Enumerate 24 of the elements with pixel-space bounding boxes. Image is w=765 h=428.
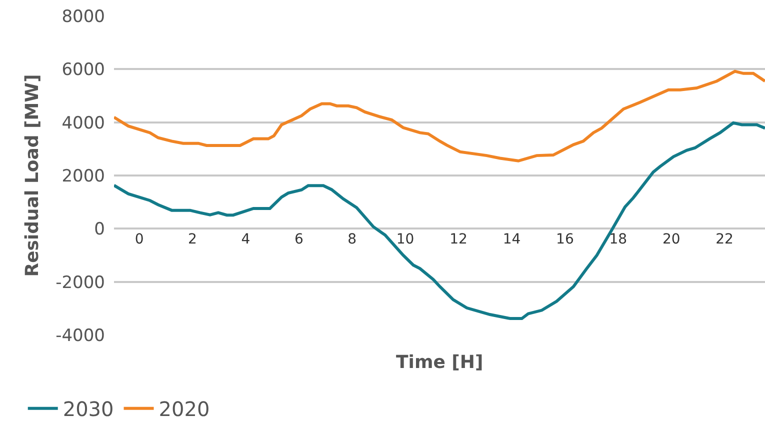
x-tick-label: 0 — [134, 232, 144, 248]
y-tick-label: -2000 — [56, 272, 105, 293]
y-tick-label: 6000 — [62, 60, 105, 80]
x-tick-label: 14 — [502, 232, 521, 248]
line-series — [114, 121, 765, 320]
x-tick-label: 22 — [716, 232, 734, 248]
y-tick-label: -4000 — [56, 326, 105, 346]
x-tick-label: 20 — [662, 232, 680, 248]
x-axis-title: Time [H] — [396, 352, 484, 373]
line-series — [114, 70, 765, 162]
x-tick-label: 6 — [294, 232, 304, 248]
x-tick-label: 2 — [188, 232, 197, 248]
x-tick-label: 10 — [396, 232, 414, 248]
y-tick-label: 2000 — [62, 166, 105, 186]
legend-label: 2020 — [158, 397, 210, 422]
x-tick-label: 4 — [241, 232, 250, 248]
y-axis-title: Residual Load [MW] — [22, 74, 43, 277]
x-tick-label: 16 — [556, 232, 574, 248]
x-tick-label: 12 — [450, 232, 468, 248]
x-tick-label: 8 — [348, 232, 357, 248]
legend-label: 2030 — [62, 397, 114, 422]
y-tick-label: 8000 — [62, 6, 105, 27]
x-tick-label: 18 — [609, 232, 628, 248]
y-tick-label: 4000 — [62, 113, 105, 134]
